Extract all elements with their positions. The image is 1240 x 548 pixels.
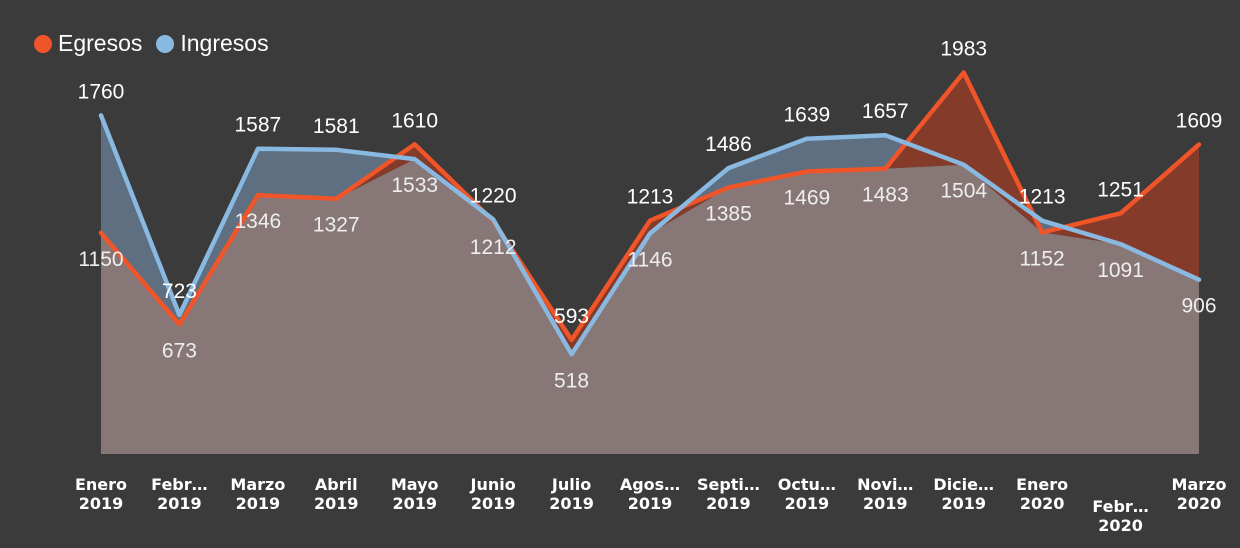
data-label-ingresos: 1760 bbox=[78, 80, 125, 103]
legend-item-ingresos[interactable]: Ingresos bbox=[156, 30, 269, 57]
x-tick-label: 2019 bbox=[471, 494, 516, 513]
data-label-ingresos: 906 bbox=[1181, 295, 1216, 318]
base-area bbox=[101, 159, 1199, 454]
legend: Egresos Ingresos bbox=[34, 30, 269, 57]
x-tick-label: 2019 bbox=[941, 494, 986, 513]
data-label-ingresos: 1639 bbox=[783, 104, 830, 127]
x-tick-label: Dicie… bbox=[933, 475, 994, 494]
legend-label-ingresos: Ingresos bbox=[180, 30, 269, 56]
data-label-egresos: 1152 bbox=[1020, 247, 1065, 270]
x-tick-label: Julio bbox=[551, 475, 591, 494]
x-tick-label: 2019 bbox=[314, 494, 359, 513]
ingresos-dot-icon bbox=[156, 34, 175, 53]
x-tick-label: 2020 bbox=[1177, 494, 1222, 513]
x-tick-label: Enero bbox=[1016, 475, 1068, 494]
x-tick-label: Enero bbox=[75, 475, 127, 494]
data-label-ingresos: 1146 bbox=[627, 249, 672, 272]
data-label-ingresos: 1533 bbox=[391, 174, 438, 197]
x-tick-label: Novi… bbox=[857, 475, 913, 494]
x-tick-label: Junio bbox=[470, 475, 516, 494]
data-label-egresos: 593 bbox=[554, 305, 589, 328]
data-label-ingresos: 1504 bbox=[940, 180, 987, 203]
data-label-ingresos: 1220 bbox=[470, 184, 517, 207]
data-label-ingresos: 518 bbox=[554, 369, 589, 392]
data-label-ingresos: 1657 bbox=[862, 100, 909, 123]
data-label-egresos: 1346 bbox=[234, 210, 281, 233]
data-label-ingresos: 1581 bbox=[313, 115, 360, 138]
x-tick-label: 2020 bbox=[1020, 494, 1065, 513]
x-tick-label: Agos… bbox=[620, 475, 680, 494]
legend-item-egresos[interactable]: Egresos bbox=[34, 30, 142, 57]
data-label-ingresos: 723 bbox=[162, 280, 197, 303]
x-tick-label: 2019 bbox=[863, 494, 908, 513]
ingresos-line bbox=[98, 113, 1202, 357]
x-tick-label: Marzo bbox=[230, 475, 285, 494]
x-tick-label: 2019 bbox=[157, 494, 202, 513]
data-label-egresos: 1150 bbox=[78, 248, 123, 271]
x-tick-label: 2019 bbox=[549, 494, 594, 513]
egresos-surplus-area bbox=[101, 72, 1199, 355]
data-label-egresos: 1327 bbox=[313, 214, 360, 237]
x-tick-label: 2019 bbox=[236, 494, 281, 513]
data-label-egresos: 1610 bbox=[391, 109, 438, 132]
data-label-egresos: 673 bbox=[162, 340, 197, 363]
data-label-egresos: 1469 bbox=[783, 186, 830, 209]
data-label-egresos: 1609 bbox=[1176, 109, 1223, 132]
data-label-egresos: 1213 bbox=[627, 186, 674, 209]
x-tick-label: 2019 bbox=[628, 494, 673, 513]
x-tick-label: 2019 bbox=[392, 494, 437, 513]
data-label-ingresos: 1486 bbox=[705, 133, 752, 156]
data-label-ingresos: 1213 bbox=[1019, 186, 1066, 209]
data-label-egresos: 1983 bbox=[940, 38, 987, 61]
x-tick-label: Abril bbox=[315, 475, 358, 494]
x-tick-label: 2020 bbox=[1098, 516, 1143, 535]
x-tick-label: Mayo bbox=[391, 475, 439, 494]
x-tick-label: 2019 bbox=[785, 494, 830, 513]
data-label-egresos: 1212 bbox=[470, 236, 517, 259]
data-label-egresos: 1483 bbox=[862, 184, 909, 207]
egresos-dot-icon bbox=[34, 34, 52, 53]
data-label-egresos: 1251 bbox=[1097, 178, 1144, 201]
data-label-ingresos: 1091 bbox=[1097, 259, 1144, 282]
x-tick-label: 2019 bbox=[79, 494, 124, 513]
legend-label-egresos: Egresos bbox=[58, 30, 143, 56]
x-tick-label: Marzo bbox=[1172, 475, 1227, 494]
data-label-ingresos: 1587 bbox=[234, 114, 281, 137]
x-tick-label: Febr… bbox=[1092, 497, 1148, 516]
data-label-egresos: 1385 bbox=[705, 203, 752, 226]
x-tick-label: Febr… bbox=[151, 475, 207, 494]
x-tick-label: Septi… bbox=[697, 475, 760, 494]
x-tick-label: Octu… bbox=[778, 475, 836, 494]
x-tick-label: 2019 bbox=[706, 494, 751, 513]
egresos-line bbox=[98, 70, 1202, 343]
